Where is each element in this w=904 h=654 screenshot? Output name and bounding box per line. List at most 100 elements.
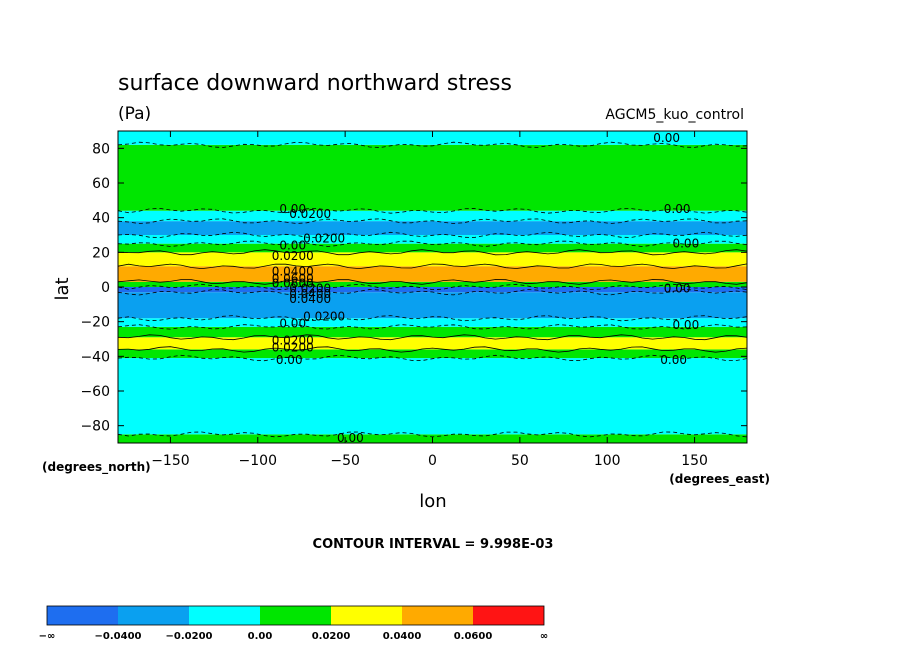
y-tick-label: 60: [92, 176, 110, 192]
lat-band-6: [118, 292, 747, 319]
contour-label: 0.00: [279, 238, 306, 252]
legend-swatch: [402, 606, 473, 625]
contour-line-13: [117, 231, 748, 239]
contour-label: 0.00: [279, 202, 306, 216]
y-tick-label: −80: [80, 419, 110, 435]
y-axis-ticks: −80 −60 −40 −20 0 20 40 60 80: [80, 141, 747, 435]
contour-line-5: [117, 324, 748, 330]
lat-band-4: [118, 326, 747, 338]
x-tick-label: 0: [428, 453, 437, 469]
y-tick-label: 80: [92, 141, 110, 157]
y-tick-label: −60: [80, 384, 110, 400]
legend-swatch: [331, 606, 402, 625]
contour-label: 0.0400: [272, 264, 314, 278]
legend-label: −0.0400: [95, 631, 142, 642]
contour-label: 0.0200: [272, 249, 314, 263]
legend-swatch: [473, 606, 544, 625]
x-tick-label: 100: [594, 453, 621, 469]
contour-label: 0.00: [672, 237, 699, 251]
contour-lines: [117, 141, 748, 438]
contour-label: 0.00: [276, 353, 303, 367]
contour-label: 0.0200: [289, 282, 331, 296]
contour-line-15: [117, 207, 748, 214]
x-tick-label: −50: [330, 453, 360, 469]
x-tick-label: −100: [239, 453, 277, 469]
lat-band-15: [118, 144, 747, 211]
lat-band-10: [118, 252, 747, 267]
contour-label: 0.00: [653, 131, 680, 145]
lat-band-14: [118, 210, 747, 222]
lat-band-8: [118, 281, 747, 287]
legend-swatch: [189, 606, 260, 625]
y-tick-label: 40: [92, 211, 110, 227]
y-tick-label: −20: [80, 315, 110, 331]
contour-label: 0.0200: [272, 341, 314, 355]
y-tick-label: 20: [92, 245, 110, 261]
legend-swatch: [118, 606, 189, 625]
legend-label: −0.0200: [166, 631, 213, 642]
contour-line-14: [117, 218, 748, 224]
x-tick-label: −150: [151, 453, 189, 469]
legend-label: 0.0200: [312, 631, 351, 642]
contour-label: 0.00: [672, 318, 699, 332]
chart-units: (Pa): [118, 104, 151, 124]
chart-title: surface downward northward stress: [118, 71, 512, 96]
lat-band-5: [118, 318, 747, 327]
contour-label: 0.00: [279, 316, 306, 330]
x-tick-label: 50: [511, 453, 529, 469]
contour-line-6: [117, 315, 748, 322]
contour-label: 0.0200: [289, 207, 331, 221]
y-tick-label: 0: [101, 280, 110, 296]
contour-label: 0.0400: [289, 292, 331, 306]
contour-label: 0.0400: [289, 287, 331, 301]
contour-label: 0.00: [664, 202, 691, 216]
contour-line-16: [117, 141, 748, 148]
y-tick-label: −40: [80, 349, 110, 365]
contour-line-11: [117, 249, 748, 256]
lat-band-9: [118, 266, 747, 282]
x-units-label: (degrees_east): [669, 472, 770, 487]
legend-label: 0.0600: [454, 631, 493, 642]
x-axis-ticks: −150 −100 −50 0 50 100 150: [151, 131, 708, 469]
lat-band-2: [118, 349, 747, 359]
contour-label: 0.00: [664, 282, 691, 296]
lat-band-16: [118, 131, 747, 145]
color-legend: −∞ −0.0400 −0.0200 0.00 0.0200 0.0400 0.0600 ∞: [39, 605, 548, 642]
contour-line-9: [117, 279, 748, 285]
lat-band-11: [118, 243, 747, 253]
contour-label: 0.00: [660, 353, 687, 367]
contour-label: 0.0200: [303, 309, 345, 323]
y-axis-label: lat: [52, 277, 73, 300]
color-bands: [118, 131, 747, 443]
x-tick-label: 150: [681, 453, 708, 469]
contour-line-2: [117, 354, 748, 362]
contour-line-10: [117, 263, 748, 270]
contour-line-3: [117, 346, 748, 353]
contour-line-12: [117, 240, 748, 247]
contour-label: 0.00: [337, 431, 364, 445]
contour-line-4: [117, 334, 748, 341]
contour-interval-text: CONTOUR INTERVAL = 9.998E-03: [313, 537, 554, 552]
legend-label: −∞: [39, 631, 56, 642]
x-axis-label: lon: [419, 491, 446, 512]
lat-band-1: [118, 358, 747, 435]
legend-swatch: [47, 606, 118, 625]
legend-label: 0.0400: [383, 631, 422, 642]
contour-label: 0.0200: [303, 231, 345, 245]
contour-label: 0.0200: [272, 334, 314, 348]
lat-band-3: [118, 337, 747, 350]
contour-line-1: [117, 431, 748, 438]
legend-label: ∞: [540, 631, 548, 642]
contour-line-7: [117, 289, 748, 296]
legend-swatch: [260, 606, 331, 625]
dataset-label: AGCM5_kuo_control: [605, 107, 744, 123]
contour-label: 0.0600: [272, 271, 314, 285]
y-units-label: (degrees_north): [42, 460, 151, 475]
lat-band-13: [118, 221, 747, 235]
contour-line-8: [117, 283, 748, 291]
lat-band-12: [118, 235, 747, 244]
contour-label: 0.0600: [272, 277, 314, 291]
legend-frame: [46, 605, 545, 626]
